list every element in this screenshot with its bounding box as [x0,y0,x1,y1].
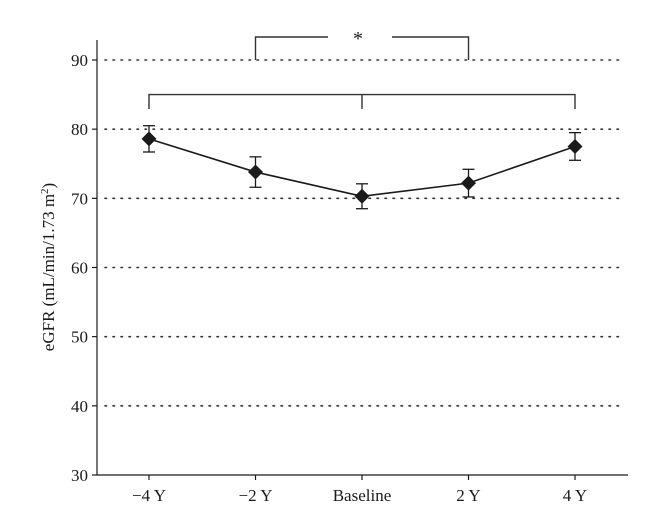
x-tick-label-0: −4 Y [132,486,166,505]
gridlines [104,59,625,407]
y-axis-label-close: ) [39,183,58,189]
y-tick-label-60: 60 [71,259,88,278]
x-tick-label-3: 2 Y [456,486,480,505]
data-point-3 [461,175,476,191]
bracket-upper-left [254,36,328,60]
significance-star: * [353,28,363,50]
data-point-1 [248,164,263,180]
bracket-upper-right [392,36,470,60]
bracket-lower [148,93,576,109]
data-point-2 [354,188,370,204]
y-axis-label: eGFR (mL/min/1.73 m2) [39,183,58,351]
axes [92,40,628,480]
data-point-0 [141,131,157,147]
y-tick-label-70: 70 [71,189,88,208]
y-tick-labels: 30 40 50 60 70 80 90 [71,51,88,485]
y-axis-label-main: eGFR (mL/min/1.73 m [39,194,58,351]
y-axis-label-sup: 2 [39,188,51,194]
y-tick-label-30: 30 [71,466,88,485]
y-tick-label-80: 80 [71,120,88,139]
x-tick-label-4: 4 Y [563,486,587,505]
y-tick-label-50: 50 [71,328,88,347]
x-tick-labels: −4 Y −2 Y Baseline 2 Y 4 Y [132,486,587,505]
series-egfr [141,125,583,210]
y-tick-label-90: 90 [71,51,88,70]
data-point-4 [567,138,583,154]
significance-brackets: * [148,28,576,109]
x-tick-label-2: Baseline [333,486,392,505]
x-tick-label-1: −2 Y [239,486,273,505]
y-tick-label-40: 40 [71,397,88,416]
